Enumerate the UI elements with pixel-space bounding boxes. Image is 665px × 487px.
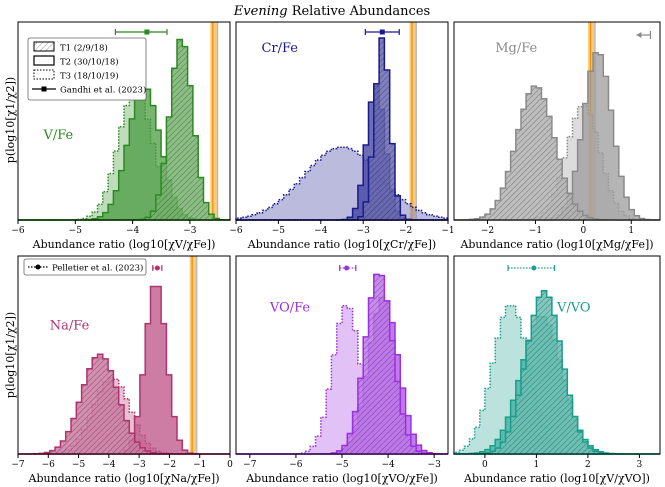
x-tick-label: 1 xyxy=(628,226,634,236)
legend-entry: Gandhi et al. (2023) xyxy=(60,85,146,96)
x-tick-label: −4 xyxy=(314,226,328,236)
x-axis-label: Abundance ratio (log10[χMg/χFe]) xyxy=(459,238,653,251)
x-axis-label: Abundance ratio (log10[χCr/χFe]) xyxy=(247,238,436,251)
legend-swatch-t2 xyxy=(33,55,55,66)
plot-frame xyxy=(453,21,661,221)
errorbar-marker xyxy=(344,265,350,271)
x-axis-label: Abundance ratio (log10[χNa/χFe]) xyxy=(28,472,220,485)
x-tick-label: −2 xyxy=(399,226,412,236)
plot-frame xyxy=(17,21,231,221)
legend-top-box xyxy=(27,37,147,101)
figure-title-rest: Relative Abundances xyxy=(288,4,431,19)
reference-band xyxy=(409,22,416,220)
x-tick-label: −5 xyxy=(72,460,86,470)
panel-cr-fe: −6 −5 −4 −3 −2 −1 Abundance ratio (log10[χCr/χ… xyxy=(229,21,455,251)
legend-entry: Pelletier et al. (2023) xyxy=(52,263,143,274)
panel-label: Cr/Fe xyxy=(261,41,298,56)
panel-label: V/VO xyxy=(556,301,591,316)
errorbar-marker xyxy=(144,29,150,35)
x-tick-label: −1 xyxy=(529,226,542,236)
x-tick-label: −4 xyxy=(126,226,140,236)
legend-swatch-gandhi-marker xyxy=(41,86,47,92)
figure-title-italic: Evening xyxy=(233,4,288,19)
x-tick-label: 0 xyxy=(227,460,233,470)
legend-swatch-t3 xyxy=(33,69,55,80)
x-tick-label: −5 xyxy=(272,226,286,236)
x-tick-label: −3 xyxy=(428,460,442,470)
reference-band xyxy=(189,256,197,454)
hist-t1-hatch xyxy=(236,274,448,454)
hist-t3-fill xyxy=(236,305,448,454)
x-tick-label: 3 xyxy=(637,460,643,470)
x-tick-label: −4 xyxy=(381,460,395,470)
x-tick-label: 2 xyxy=(585,460,591,470)
reference-band xyxy=(210,22,218,220)
legend-entry: T2 (30/10/18) xyxy=(60,57,119,68)
y-axis-label-bottom: p(log10[χ1/χ2]) xyxy=(4,312,17,398)
figure-title: Evening Relative Abundances xyxy=(233,4,430,19)
x-tick-label: −6 xyxy=(42,460,56,470)
upper-limit-arrowhead xyxy=(636,32,642,38)
x-tick-label: −3 xyxy=(357,226,371,236)
x-tick-label: −3 xyxy=(133,460,147,470)
legend-swatch-pelletier-marker xyxy=(35,264,41,270)
x-tick-label: −1 xyxy=(441,226,454,236)
hist-t1-hatch xyxy=(18,39,230,220)
errorbar-marker xyxy=(379,29,385,35)
x-tick-label: −6 xyxy=(289,460,303,470)
plot-frame xyxy=(17,255,231,455)
legend-entry: T1 (2/9/18) xyxy=(60,43,108,54)
x-tick-label: −3 xyxy=(183,226,197,236)
x-tick-label: −7 xyxy=(243,460,257,470)
legend-entry: T3 (18/10/19) xyxy=(60,71,119,82)
plot-frame xyxy=(235,21,449,221)
x-tick-label: 1 xyxy=(534,460,540,470)
x-tick-label: −4 xyxy=(102,460,116,470)
x-tick-label: −5 xyxy=(335,460,349,470)
panels: −6 −5 −4 −3 Abundance ratio (log10[χV/χFe]) V… xyxy=(11,21,661,485)
panel-na-fe: −7 −6 −5 −4 −3 −2 −1 0 Abundance ratio (log10[χN… xyxy=(11,255,233,485)
legends: T1 (2/9/18) T2 (30/10/18) T3 (18/10/19) Gan… xyxy=(23,37,147,276)
errorbar-marker xyxy=(531,265,537,271)
x-tick-label: 0 xyxy=(580,226,586,236)
x-axis-label: Abundance ratio (log10[χVO/χFe]) xyxy=(245,472,438,485)
hist-t3-outline xyxy=(235,146,449,221)
x-tick-label: −6 xyxy=(229,226,243,236)
panel-mg-fe: −2 −1 0 1 Abundance ratio (log10[χMg/χFe]) Mg… xyxy=(453,21,661,251)
x-axis-label: Abundance ratio (log10[χV/χFe]) xyxy=(32,238,216,251)
panel-label: V/Fe xyxy=(42,128,73,143)
hist-t1-hatch xyxy=(454,290,660,454)
x-tick-label: −2 xyxy=(481,226,494,236)
x-tick-label: 0 xyxy=(482,460,488,470)
x-tick-label: −1 xyxy=(193,460,206,470)
x-tick-label: −6 xyxy=(11,226,25,236)
x-tick-label: −7 xyxy=(11,460,25,470)
x-axis-label: Abundance ratio (log10[χV/χVO]) xyxy=(463,472,650,485)
x-tick-label: −2 xyxy=(163,460,176,470)
panel-label: Na/Fe xyxy=(50,318,90,333)
legend-swatch-t1 xyxy=(33,41,55,52)
y-axis-label-top: p(log10[χ1/χ2]) xyxy=(4,77,17,163)
errorbar-marker xyxy=(154,265,160,271)
x-tick-label: −5 xyxy=(69,226,83,236)
legend-bottom-box xyxy=(23,258,147,276)
panel-label: VO/Fe xyxy=(269,301,311,316)
plot-frame xyxy=(453,255,661,455)
panel-v-vo: 0 1 2 3 Abundance ratio (log10[χV/χVO]) V/VO xyxy=(453,255,661,485)
panel-label: Mg/Fe xyxy=(495,41,537,56)
panel-vo-fe: −7 −6 −5 −4 −3 Abundance ratio (log10[χVO/χFe… xyxy=(235,255,449,485)
